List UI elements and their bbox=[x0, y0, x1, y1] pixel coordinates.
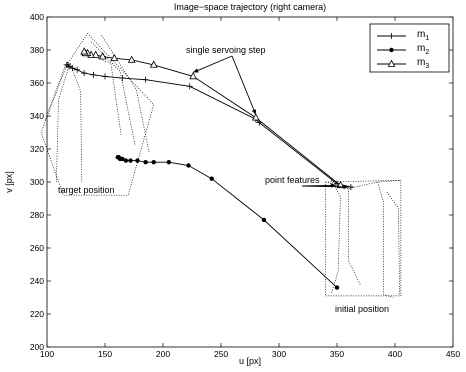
y-tick-label: 340 bbox=[30, 111, 44, 121]
annotation-initial-position: initial position bbox=[335, 304, 389, 314]
series-point-2 bbox=[166, 160, 171, 165]
series-point-2 bbox=[151, 160, 156, 165]
x-tick-label: 250 bbox=[214, 349, 228, 359]
arrow-step-1-head bbox=[193, 68, 199, 73]
series-point-3 bbox=[127, 55, 136, 63]
x-tick-label: 450 bbox=[446, 349, 460, 359]
annotation-single-servoing-step: single servoing step bbox=[186, 45, 266, 55]
dotted-frame-target bbox=[55, 69, 69, 183]
series-point-1 bbox=[90, 71, 97, 78]
legend-marker bbox=[389, 47, 394, 53]
x-tick-label: 150 bbox=[98, 349, 112, 359]
annotation-point-features: point features bbox=[265, 175, 320, 185]
dotted-frame-target bbox=[69, 63, 83, 183]
series-point-3 bbox=[149, 60, 158, 68]
dotted-frame-initial bbox=[377, 181, 393, 298]
y-tick-label: 300 bbox=[30, 177, 44, 187]
series-point-2 bbox=[128, 158, 133, 163]
legend-marker bbox=[388, 33, 395, 39]
series-point-2 bbox=[209, 176, 214, 181]
y-tick-label: 200 bbox=[30, 342, 44, 352]
series-point-1 bbox=[81, 70, 88, 77]
dotted-frame-initial bbox=[325, 179, 401, 189]
series-point-1 bbox=[186, 83, 193, 90]
y-tick-label: 360 bbox=[30, 78, 44, 88]
series-line-3 bbox=[83, 51, 341, 186]
series-point-2 bbox=[261, 217, 267, 223]
y-tick-label: 320 bbox=[30, 144, 44, 154]
series-point-2 bbox=[186, 163, 191, 168]
arrow-step-2-head bbox=[251, 109, 256, 115]
series-point-3 bbox=[189, 71, 198, 80]
series-point-3 bbox=[98, 52, 107, 60]
arrow-feature-2-head bbox=[343, 184, 349, 190]
y-tick-label: 380 bbox=[30, 45, 44, 55]
dotted-frame-target bbox=[81, 51, 122, 136]
chart-title: Image−space trajectory (right camera) bbox=[174, 2, 326, 12]
x-tick-label: 100 bbox=[40, 349, 54, 359]
x-tick-label: 400 bbox=[388, 349, 402, 359]
x-tick-label: 350 bbox=[330, 349, 344, 359]
annotation-target-position: target position bbox=[58, 185, 115, 195]
y-tick-label: 400 bbox=[30, 12, 44, 22]
dotted-frame-target bbox=[40, 32, 155, 196]
y-tick-label: 240 bbox=[30, 276, 44, 286]
legend-marker bbox=[387, 59, 396, 67]
series-point-2 bbox=[115, 155, 120, 160]
series-point-1 bbox=[347, 183, 354, 190]
series-point-1 bbox=[74, 66, 81, 73]
dotted-frame-initial bbox=[330, 180, 341, 295]
series-point-1 bbox=[102, 73, 108, 80]
series-point-1 bbox=[63, 61, 70, 68]
y-tick-label: 280 bbox=[30, 210, 44, 220]
series-point-2 bbox=[135, 158, 140, 163]
series-point-3 bbox=[336, 180, 345, 189]
series-point-1 bbox=[119, 75, 126, 82]
data-series bbox=[63, 47, 354, 290]
series-point-1 bbox=[69, 65, 76, 72]
dotted-frame-target bbox=[44, 64, 66, 122]
x-tick-label: 200 bbox=[156, 349, 170, 359]
dotted-frame-target bbox=[101, 35, 150, 153]
series-line-1 bbox=[66, 64, 352, 188]
arrow-step-1 bbox=[192, 55, 233, 73]
series-point-3 bbox=[80, 47, 88, 55]
x-axis-label: u [px] bbox=[239, 356, 261, 366]
series-point-3 bbox=[110, 53, 119, 62]
series-point-3 bbox=[91, 50, 100, 58]
dotted-frame-initial bbox=[386, 191, 400, 296]
dotted-frame-initial bbox=[348, 188, 361, 285]
axis-ticks: 100 150 200 250 300 350 400 450 200 220 240 260 280 3… bbox=[30, 12, 461, 359]
annotations: single servoing step point features target… bbox=[58, 45, 389, 314]
dotted-frame-initial bbox=[325, 179, 402, 297]
x-tick-label: 300 bbox=[272, 349, 286, 359]
arrow-feature-2 bbox=[301, 185, 349, 188]
y-tick-label: 260 bbox=[30, 243, 44, 253]
series-point-3 bbox=[251, 113, 260, 121]
series-point-2 bbox=[123, 158, 129, 163]
series-point-1 bbox=[142, 76, 149, 83]
legend-box bbox=[369, 23, 450, 73]
y-tick-label: 220 bbox=[30, 309, 44, 319]
series-point-2 bbox=[143, 160, 148, 165]
arrow-step-2 bbox=[231, 55, 257, 115]
y-axis-label: v [px] bbox=[4, 171, 14, 193]
series-point-2 bbox=[334, 285, 340, 290]
dotted-camera-frames bbox=[40, 32, 402, 298]
